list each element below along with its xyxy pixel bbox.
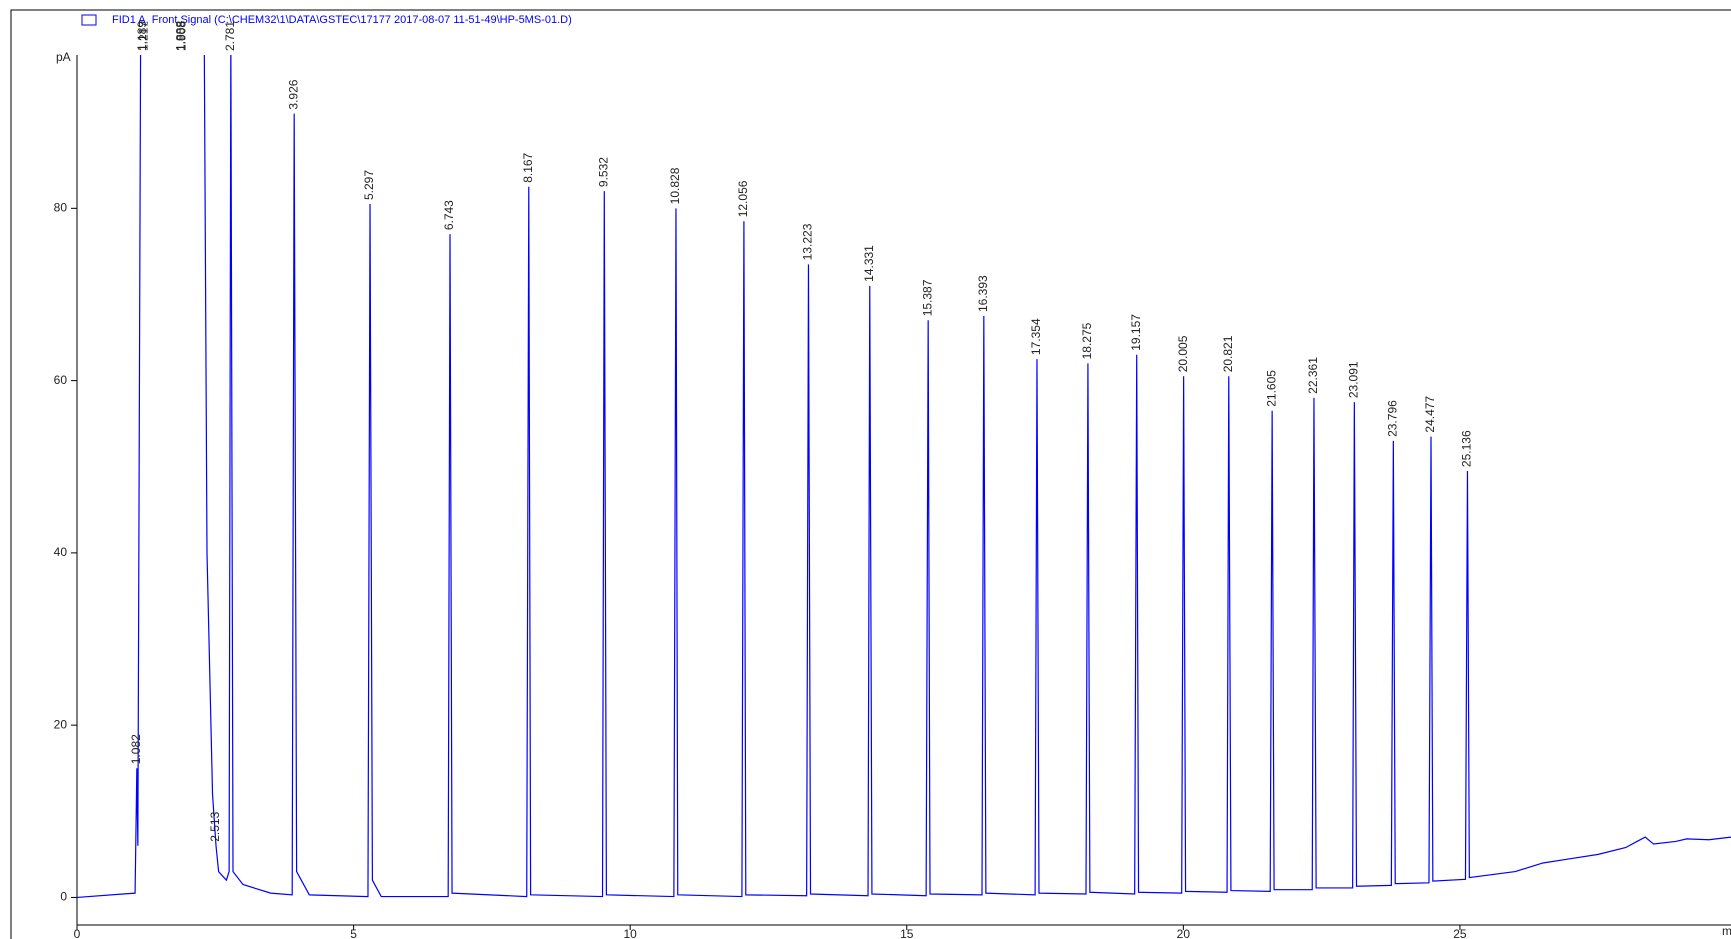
legend-swatch (81, 14, 97, 26)
peak-label: 10.828 (668, 167, 682, 204)
chart-title: FID1 A, Front Signal (C:\CHEM32\1\DATA\G… (112, 14, 572, 26)
peak-label: 17.354 (1029, 318, 1043, 355)
peak-label: 1.217 (136, 21, 150, 51)
x-tick-label: 5 (350, 927, 357, 939)
signal-trace (77, 55, 1731, 899)
peak-label: 3.926 (286, 79, 300, 109)
x-axis-label: min (1722, 924, 1731, 938)
frame (10, 9, 1731, 939)
y-tick-label: 0 (60, 890, 67, 904)
peak-label: 6.743 (442, 200, 456, 230)
peak-label: 5.297 (362, 170, 376, 200)
y-tick-label: 80 (54, 200, 68, 214)
peak-label: 23.796 (1386, 400, 1400, 437)
peak-label: 12.056 (736, 180, 750, 217)
peak-label: 8.167 (521, 152, 535, 182)
peak-label: 22.361 (1306, 357, 1320, 394)
peak-label: 19.157 (1129, 314, 1143, 351)
peak-label: 16.393 (976, 275, 990, 312)
y-tick-label: 20 (54, 717, 68, 731)
x-tick-label: 15 (900, 927, 914, 939)
y-tick-label: 40 (54, 545, 68, 559)
y-tick-label: 60 (54, 373, 68, 387)
peak-label: 23.091 (1347, 361, 1361, 398)
peak-label: 18.275 (1080, 322, 1094, 359)
peak-label: 15.387 (920, 279, 934, 316)
peak-label: 1.189 (135, 21, 149, 51)
peak-label: 1.908 (175, 21, 189, 51)
peak-label: 25.136 (1460, 430, 1474, 467)
peak-label: 9.532 (596, 157, 610, 187)
peak-label: 20.821 (1221, 335, 1235, 372)
plot-area (77, 55, 1731, 899)
y-axis-label: pA (56, 50, 71, 64)
peak-label: 21.605 (1264, 370, 1278, 407)
peak-label: 1.082 (129, 734, 143, 764)
peak-label: 24.477 (1423, 396, 1437, 433)
x-tick-label: 20 (1177, 927, 1191, 939)
peak-label: 14.331 (862, 245, 876, 282)
x-tick-label: 0 (74, 927, 81, 939)
peak-label: 2.781 (223, 21, 237, 51)
x-tick-label: 10 (623, 927, 637, 939)
x-tick-label: 25 (1453, 927, 1467, 939)
peak-label: 20.005 (1176, 335, 1190, 372)
peak-label: 13.223 (801, 223, 815, 260)
peak-label: 1.888 (174, 21, 188, 51)
peak-label: 2.513 (208, 811, 222, 841)
